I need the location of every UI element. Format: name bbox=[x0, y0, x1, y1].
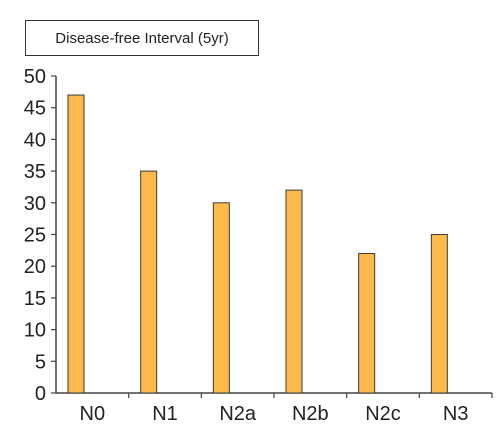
chart-axes bbox=[55, 76, 492, 394]
x-category-label: N3 bbox=[443, 403, 469, 425]
y-tick-label: 0 bbox=[35, 383, 46, 405]
bar-n2a bbox=[212, 202, 230, 394]
bar-n2c bbox=[358, 253, 376, 394]
x-category-label: N1 bbox=[152, 403, 178, 425]
chart-title: Disease-free Interval (5yr) bbox=[25, 20, 259, 56]
y-tick-label: 45 bbox=[24, 98, 46, 120]
y-tick-label: 40 bbox=[24, 129, 46, 151]
bar-n2b bbox=[285, 189, 303, 394]
x-category-label: N0 bbox=[80, 403, 106, 425]
x-category-label: N2a bbox=[219, 403, 257, 425]
bar-series bbox=[67, 94, 448, 394]
y-tick-label: 35 bbox=[24, 161, 46, 183]
y-tick-label: 5 bbox=[35, 351, 46, 373]
y-tick-label: 25 bbox=[24, 225, 46, 247]
x-category-label: N2c bbox=[365, 403, 401, 425]
y-tick-label: 50 bbox=[24, 66, 46, 88]
y-tick-label: 15 bbox=[24, 288, 46, 310]
y-tick-label: 30 bbox=[24, 193, 46, 215]
bar-n1 bbox=[140, 170, 158, 394]
y-axis-ticks: 0 5 10 15 20 25 30 35 40 45 50 bbox=[24, 66, 56, 405]
y-tick-label: 10 bbox=[24, 320, 46, 342]
y-tick-label: 20 bbox=[24, 256, 46, 278]
bar-n3 bbox=[430, 234, 448, 394]
x-category-label: N2b bbox=[292, 403, 329, 425]
bar-n0 bbox=[67, 94, 85, 394]
x-axis-labels: N0 N1 N2a N2b N2c N3 bbox=[80, 393, 493, 425]
